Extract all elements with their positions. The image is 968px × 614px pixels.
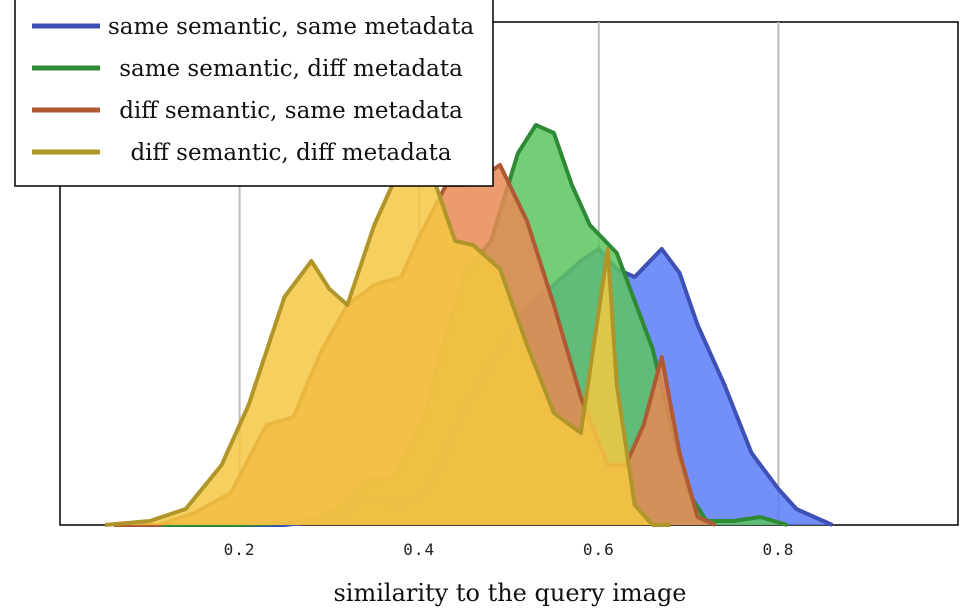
x-tick-label: 0.4 [403,540,435,559]
legend-label-4: diff semantic, diff metadata [130,140,451,166]
x-axis-title: similarity to the query image [333,579,686,607]
legend-box [14,0,494,187]
series-area-4 [104,149,671,525]
x-tick-labels: 0.2 0.4 0.6 0.8 [224,540,794,559]
x-tick-label: 0.8 [762,540,794,559]
legend-label-1: same semantic, same metadata [108,14,474,40]
legend-label-2: same semantic, diff metadata [119,56,463,82]
legend: same semantic, same metadata same semanti… [14,0,494,187]
legend-label-3: diff semantic, same metadata [119,98,463,124]
x-tick-label: 0.2 [224,540,256,559]
x-tick-label: 0.6 [583,540,615,559]
